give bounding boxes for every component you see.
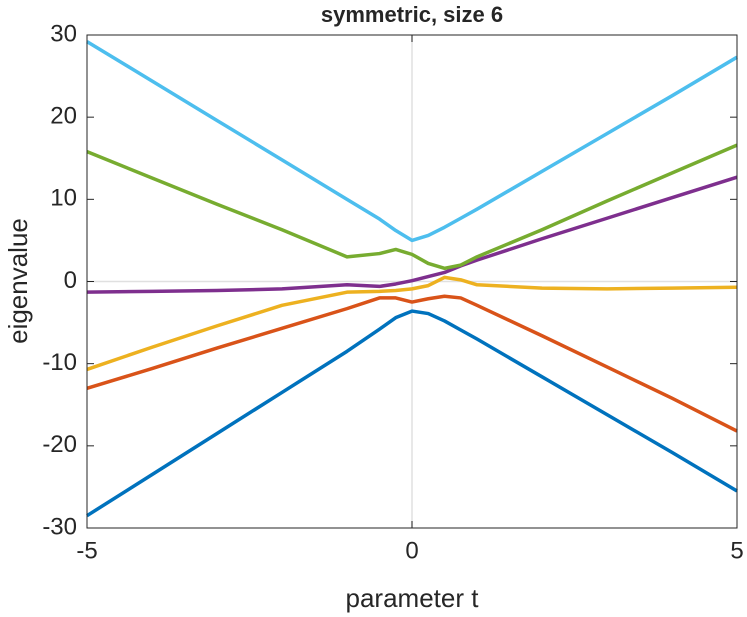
series-line (86, 175, 738, 294)
x-axis-label: parameter t (346, 583, 480, 613)
chart-title: symmetric, size 6 (321, 2, 503, 27)
y-tick-label: 30 (50, 20, 77, 47)
x-tick-label: 5 (730, 537, 743, 564)
series-line (86, 40, 738, 243)
plot-frame (86, 34, 738, 529)
y-tick-label: 20 (50, 103, 77, 130)
series-line (86, 309, 738, 518)
y-axis-label: eigenvalue (3, 218, 33, 344)
y-tick-label: -10 (42, 349, 77, 376)
y-tick-label: -20 (42, 431, 77, 458)
series-line (86, 143, 738, 271)
x-tick-label: -5 (76, 537, 97, 564)
series-line (86, 275, 738, 372)
y-tick-label: 0 (64, 267, 77, 294)
x-tick-label: 0 (405, 537, 418, 564)
y-tick-label: -30 (42, 513, 77, 540)
series-line (86, 294, 738, 433)
y-tick-label: 10 (50, 185, 77, 212)
